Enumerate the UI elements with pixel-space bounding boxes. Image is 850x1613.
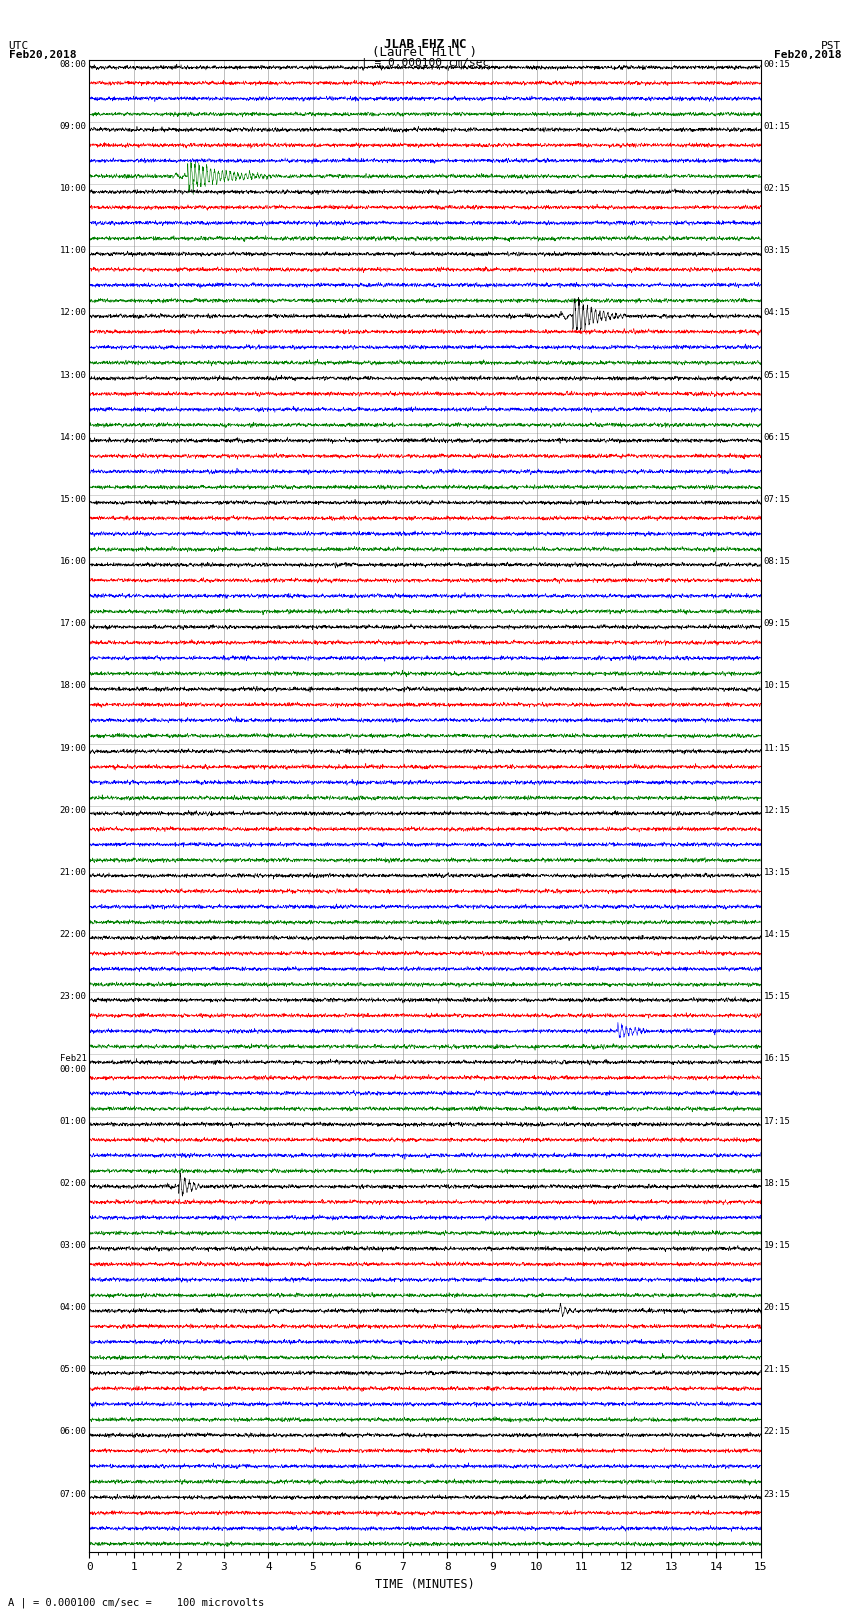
Text: (Laurel Hill ): (Laurel Hill ): [372, 45, 478, 58]
Text: PST: PST: [821, 40, 842, 50]
Text: UTC: UTC: [8, 40, 29, 50]
Text: JLAB EHZ NC: JLAB EHZ NC: [383, 37, 467, 50]
X-axis label: TIME (MINUTES): TIME (MINUTES): [375, 1578, 475, 1590]
Text: Feb20,2018: Feb20,2018: [8, 50, 76, 60]
Text: | = 0.000100 cm/sec: | = 0.000100 cm/sec: [361, 56, 489, 68]
Text: Feb20,2018: Feb20,2018: [774, 50, 842, 60]
Text: A | = 0.000100 cm/sec =    100 microvolts: A | = 0.000100 cm/sec = 100 microvolts: [8, 1597, 264, 1608]
